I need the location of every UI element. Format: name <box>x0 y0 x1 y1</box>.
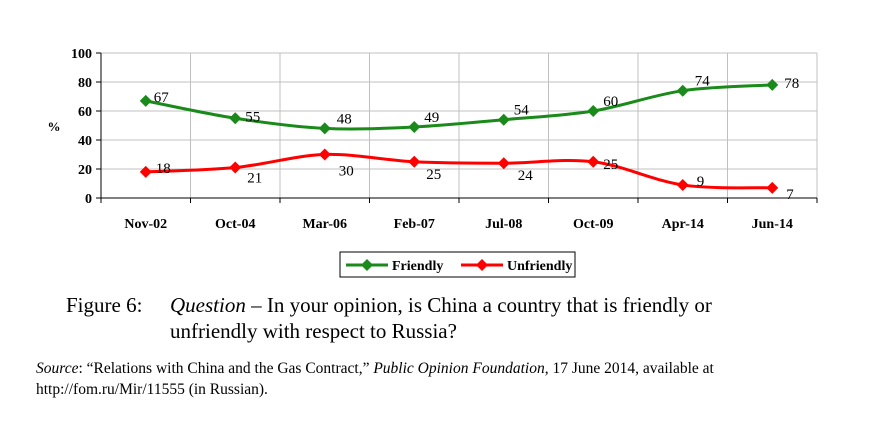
caption-line1: – In your opinion, is China a country th… <box>245 293 712 317</box>
data-label: 48 <box>337 111 352 127</box>
data-point <box>318 122 331 135</box>
axes: 0 20 40 60 80 100 Nov-02 Oct-04 Mar-06 Feb-07 Jul-… <box>48 47 818 232</box>
x-tick-label: Jul-08 <box>485 217 522 232</box>
legend-label: Unfriendly <box>507 259 572 274</box>
source-text-2: , 17 June 2014, available at http://fom.… <box>36 360 714 398</box>
x-tick-label: Feb-07 <box>394 217 435 232</box>
data-label: 24 <box>518 168 534 184</box>
data-label: 74 <box>695 74 711 90</box>
data-label: 18 <box>156 161 171 177</box>
data-label: 7 <box>786 187 794 203</box>
caption-line2: unfriendly with respect to Russia? <box>170 319 457 343</box>
data-label: 49 <box>424 110 439 126</box>
source-text: : “Relations with China and the Gas Cont… <box>78 360 374 377</box>
y-tick-label: 0 <box>85 192 92 207</box>
legend-label: Friendly <box>392 259 443 274</box>
data-label: 78 <box>784 76 799 92</box>
data-point <box>139 94 152 107</box>
line-chart: 0 20 40 60 80 100 Nov-02 Oct-04 Mar-06 Feb-07 Jul-… <box>48 47 818 278</box>
data-point <box>229 161 242 174</box>
data-point <box>497 113 510 126</box>
x-tick-label: Oct-09 <box>573 217 613 232</box>
y-tick-label: 100 <box>71 47 92 62</box>
legend: Friendly Unfriendly <box>339 251 576 278</box>
data-label: 25 <box>426 167 441 183</box>
source-note: Source: “Relations with China and the Ga… <box>36 358 866 400</box>
source-publisher: Public Opinion Foundation <box>373 360 545 377</box>
data-point <box>229 112 242 125</box>
series-line-unfriendly <box>145 152 773 190</box>
data-label: 54 <box>514 103 530 119</box>
data-label: 21 <box>247 171 262 187</box>
legend-marker <box>476 259 488 271</box>
x-tick-label: Apr-14 <box>662 217 704 232</box>
data-label: 60 <box>603 94 618 110</box>
x-tick-label: Jun-14 <box>752 217 793 232</box>
data-label: 25 <box>603 157 618 173</box>
series: 67 55 48 49 54 60 74 78 18 21 30 25 24 25 9 7 <box>139 74 799 203</box>
figure-label: Figure 6: <box>66 293 143 317</box>
data-label: 55 <box>245 109 260 125</box>
legend-marker <box>361 259 373 271</box>
x-tick-label: Oct-04 <box>215 217 255 232</box>
data-point <box>408 120 421 133</box>
data-label: 9 <box>697 174 705 190</box>
source-label: Source <box>36 360 79 377</box>
series-line-friendly <box>145 83 773 131</box>
data-point <box>676 84 689 97</box>
y-tick-label: 20 <box>78 163 92 178</box>
figure-caption: Figure 6: Question – In your opinion, is … <box>66 292 712 344</box>
grid <box>101 52 818 198</box>
data-point <box>766 78 779 91</box>
data-point <box>676 178 689 191</box>
data-label: 67 <box>154 90 170 106</box>
data-point <box>318 148 331 161</box>
question-word: Question <box>170 293 246 317</box>
y-tick-label: 60 <box>78 105 92 120</box>
data-point <box>408 155 421 168</box>
data-point <box>587 105 600 117</box>
data-point <box>766 181 779 194</box>
x-tick-label: Mar-06 <box>302 217 347 232</box>
y-tick-label: 40 <box>78 134 92 149</box>
data-point <box>139 165 152 178</box>
y-tick-label: 80 <box>78 76 92 91</box>
x-tick-label: Nov-02 <box>124 217 167 232</box>
data-label: 30 <box>339 164 354 180</box>
data-point <box>497 157 510 170</box>
y-axis-label: % <box>48 119 61 134</box>
data-point <box>587 155 600 168</box>
